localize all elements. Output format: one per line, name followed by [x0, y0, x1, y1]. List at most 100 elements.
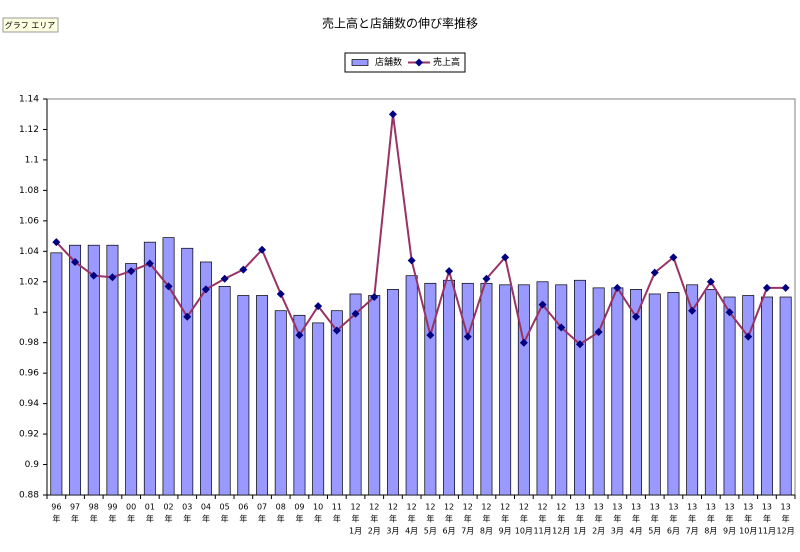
- x-tick-label: 05: [220, 503, 230, 512]
- x-tick-label: 99: [107, 503, 117, 512]
- line-marker: [201, 285, 210, 294]
- x-tick-label: 年: [183, 514, 191, 524]
- bar: [237, 295, 250, 496]
- bar: [742, 295, 755, 496]
- x-tick-label: 年: [482, 514, 490, 524]
- x-tick-label: 10月: [739, 527, 757, 536]
- x-tick-label: 2月: [368, 527, 381, 536]
- line-marker: [463, 332, 472, 341]
- bar: [499, 284, 512, 496]
- x-tick-label: 年: [763, 514, 771, 524]
- bar: [443, 279, 456, 496]
- x-tick-label: 9月: [499, 527, 512, 536]
- y-tick-label: 1: [33, 308, 39, 318]
- x-tick-label: 11月: [758, 527, 776, 536]
- line-marker: [220, 274, 229, 283]
- y-tick-label: 0.98: [19, 338, 39, 348]
- line-marker: [71, 257, 80, 266]
- x-tick-label: 13: [762, 503, 772, 512]
- x-tick-label: 年: [445, 514, 453, 524]
- x-tick-label: 12: [369, 503, 379, 512]
- x-tick-label: 4月: [630, 527, 643, 536]
- x-tick-label: 年: [782, 514, 790, 524]
- y-tick-label: 0.92: [19, 430, 39, 440]
- bar: [106, 244, 119, 496]
- x-tick-label: 年: [744, 514, 752, 524]
- line-marker: [183, 312, 192, 321]
- x-tick-label: 年: [127, 514, 135, 524]
- x-tick-label: 年: [408, 514, 416, 524]
- bar: [592, 287, 605, 496]
- x-tick-label: 年: [520, 514, 528, 524]
- x-tick-label: 9月: [723, 527, 736, 536]
- bar: [199, 261, 212, 496]
- bar: [424, 282, 437, 496]
- x-tick-label: 年: [707, 514, 715, 524]
- x-tick-label: 2月: [592, 527, 605, 536]
- x-tick-label: 年: [352, 514, 360, 524]
- y-tick-label: 1.06: [19, 216, 39, 226]
- x-tick-label: 12月: [777, 527, 795, 536]
- line-marker: [89, 271, 98, 280]
- legend-marker: [415, 58, 423, 67]
- x-tick-label: 06: [238, 503, 248, 512]
- bar: [349, 293, 362, 496]
- line-marker: [762, 283, 771, 292]
- x-tick-label: 12: [463, 503, 473, 512]
- chart-title: 売上高と店舗数の伸び率推移: [322, 16, 478, 31]
- x-tick-label: 12: [407, 503, 417, 512]
- bar: [181, 247, 194, 496]
- x-tick-label: 13: [687, 503, 697, 512]
- x-tick-label: 13: [706, 503, 716, 512]
- x-tick-label: 年: [108, 514, 116, 524]
- line-marker: [575, 340, 584, 349]
- y-tick-label: 1.04: [19, 247, 39, 257]
- bar: [667, 292, 680, 496]
- x-tick-label: 年: [165, 514, 173, 524]
- bar: [480, 282, 493, 496]
- x-tick-label: 12月: [552, 527, 570, 536]
- bar: [50, 252, 63, 496]
- x-tick-label: 年: [71, 514, 79, 524]
- x-tick-label: 01: [145, 503, 155, 512]
- x-tick-label: 年: [576, 514, 584, 524]
- x-tick-label: 03: [182, 503, 192, 512]
- x-tick-label: 11月: [533, 527, 551, 536]
- line-marker: [744, 332, 753, 341]
- x-tick-label: 12: [481, 503, 491, 512]
- line-marker: [613, 283, 622, 292]
- line: [55, 114, 786, 346]
- x-tick-label: 7月: [461, 527, 474, 536]
- bar: [218, 285, 231, 496]
- y-tick-label: 0.88: [19, 491, 39, 501]
- x-tick-label: 12: [388, 503, 398, 512]
- line-marker: [426, 331, 435, 340]
- line-marker: [164, 282, 173, 291]
- x-tick-label: 年: [595, 514, 603, 524]
- x-tick-label: 08: [276, 503, 286, 512]
- bar: [704, 289, 717, 496]
- line-marker: [519, 338, 528, 347]
- y-tick-label: 0.9: [25, 460, 40, 470]
- x-tick-label: 97: [70, 503, 80, 512]
- bar: [125, 263, 138, 496]
- x-tick-label: 年: [632, 514, 640, 524]
- line-marker: [332, 326, 341, 335]
- x-tick-label: 7月: [686, 527, 699, 536]
- x-tick-label: 12: [425, 503, 435, 512]
- x-tick-label: 11: [332, 503, 342, 512]
- x-tick-label: 5月: [648, 527, 661, 536]
- x-tick-label: 04: [201, 503, 211, 512]
- y-tick-label: 1.1: [25, 155, 39, 165]
- x-tick-label: 年: [314, 514, 322, 524]
- legend-swatch: [351, 59, 369, 66]
- x-tick-label: 年: [726, 514, 734, 524]
- x-tick-label: 98: [89, 503, 99, 512]
- y-tick-label: 1.08: [19, 186, 39, 196]
- x-tick-label: 年: [539, 514, 547, 524]
- line-marker: [781, 283, 790, 292]
- line-marker: [295, 331, 304, 340]
- x-tick-label: 12: [444, 503, 454, 512]
- bar: [630, 289, 643, 496]
